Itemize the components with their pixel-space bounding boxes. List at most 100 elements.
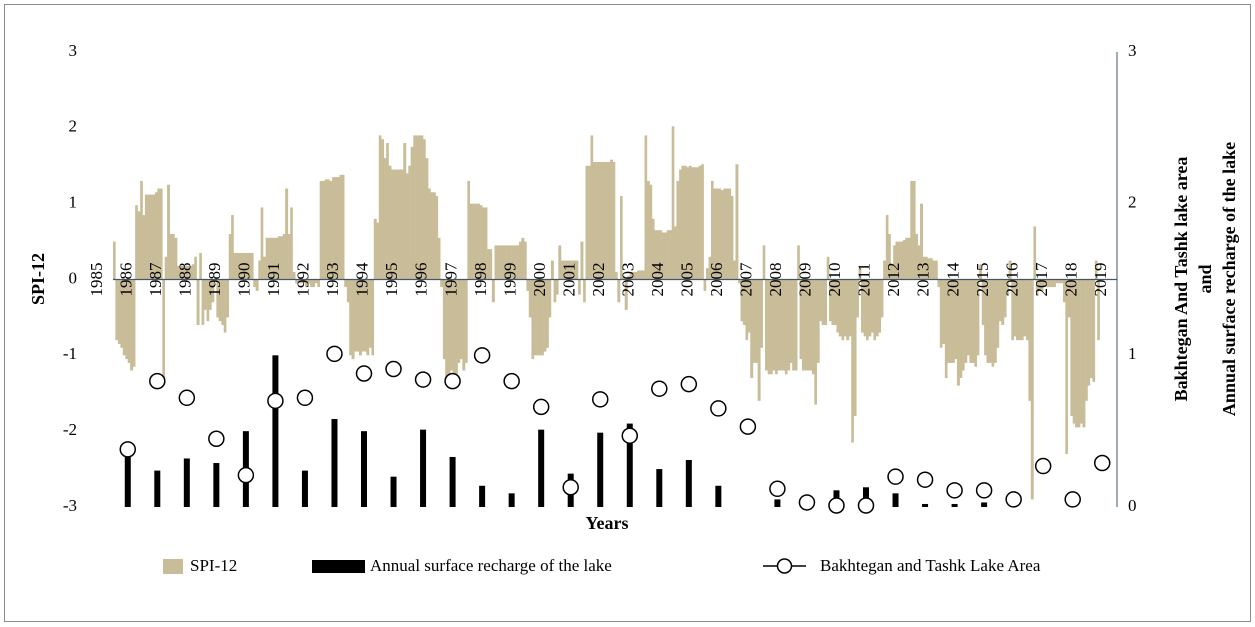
spi-bar (162, 279, 165, 382)
lake-area-marker (208, 430, 225, 447)
spi-bar (956, 279, 960, 386)
spi-bar (617, 279, 621, 303)
spi-bar (452, 279, 456, 379)
spi-bar (912, 180, 916, 280)
lake-area-marker (385, 360, 402, 378)
recharge-bar (183, 458, 190, 507)
spi-bar (491, 279, 495, 303)
y2-tick-label: 1 (1128, 344, 1137, 363)
spi-bar (218, 279, 222, 322)
spi-bar (875, 279, 879, 337)
recharge-bar (626, 423, 633, 507)
spi-bar (996, 279, 1000, 348)
spi-bar (681, 165, 685, 280)
spi-bar (1057, 279, 1061, 284)
spi-bar (127, 279, 131, 363)
recharge-bar (420, 429, 427, 507)
x-tick-label: 1987 (146, 262, 165, 297)
spi-bar (1050, 279, 1054, 288)
spi-bar (364, 279, 367, 352)
spi-bar (147, 194, 151, 280)
spi-bar (836, 279, 840, 333)
spi-bar (1094, 260, 1098, 280)
spi-bar (336, 177, 340, 280)
x-tick-label: 2013 (914, 263, 933, 297)
spi-bar (863, 279, 867, 337)
spi-bar (964, 279, 968, 363)
spi-bar (649, 184, 653, 280)
recharge-bar (715, 485, 722, 507)
spi-bar (834, 279, 837, 325)
spi-bar (213, 277, 217, 280)
spi-bar (637, 270, 640, 280)
lake-area-marker (355, 365, 373, 382)
spi-bar (715, 188, 719, 280)
lake-area-marker (1034, 457, 1052, 475)
spi-bar (270, 237, 274, 280)
spi-bar (627, 275, 631, 280)
spi-bar (482, 207, 485, 280)
spi-bar (334, 177, 338, 280)
x-tick-label: 2018 (1061, 263, 1080, 297)
spi-bar (541, 279, 544, 356)
spi-bar (866, 279, 869, 341)
spi-bar (615, 271, 618, 280)
x-tick-label: 1988 (175, 263, 194, 297)
spi-bar (851, 279, 854, 443)
spi-bar (934, 260, 938, 280)
spi-bar (644, 135, 648, 280)
spi-bar (528, 279, 532, 318)
y2-axis-title: Bakhtegan And Tashk lake area (1171, 157, 1191, 402)
spi-bar (590, 135, 594, 280)
spi-bar (268, 237, 271, 280)
spi-bar (226, 279, 230, 318)
spi-bar (1008, 260, 1012, 280)
spi-bar (555, 279, 559, 295)
spi-bar (1097, 279, 1100, 341)
spi-bar (250, 252, 254, 280)
spi-bar (942, 279, 946, 344)
spi-bar (634, 271, 638, 280)
spi-bar (403, 143, 407, 280)
recharge-bar (597, 432, 604, 507)
spi-bar (420, 135, 424, 280)
spi-bar (236, 252, 239, 280)
spi-bar (725, 188, 729, 280)
spi-bar (1060, 279, 1064, 284)
spi-bar (605, 161, 608, 280)
spi-bar (1070, 279, 1074, 416)
spi-bar (976, 279, 980, 356)
spi-bar (843, 279, 847, 337)
spi-bar (1043, 279, 1046, 288)
spi-bar (585, 165, 589, 280)
spi-bar (398, 169, 402, 280)
spi-bar (418, 135, 421, 280)
spi-bar (494, 245, 498, 280)
spi-bar (632, 271, 636, 280)
spi-bar (1055, 279, 1059, 284)
spi-bar (435, 196, 439, 280)
spi-bar (900, 241, 904, 280)
lake-area-marker (473, 347, 491, 364)
spi-bar (174, 237, 178, 280)
spi-bar (154, 192, 158, 280)
y2-tick-label: 2 (1128, 193, 1137, 212)
spi-bar (575, 260, 579, 280)
spi-bar (860, 279, 864, 333)
spi-bar (930, 258, 933, 280)
spi-bar (189, 265, 193, 280)
spi-bar (243, 252, 247, 280)
spi-bar (459, 279, 463, 360)
spi-bar (661, 232, 665, 280)
recharge-bar (863, 487, 869, 507)
spi-bar (954, 279, 958, 360)
x-tick-label: 2003 (618, 263, 637, 297)
spi-bar (871, 279, 874, 333)
spi-bar (770, 279, 773, 375)
spi-bar (794, 279, 798, 371)
recharge-bar (892, 493, 899, 507)
spi-bar (159, 188, 163, 280)
spi-bar (587, 165, 591, 280)
spi-bar (332, 177, 335, 280)
spi-bar (829, 279, 832, 322)
